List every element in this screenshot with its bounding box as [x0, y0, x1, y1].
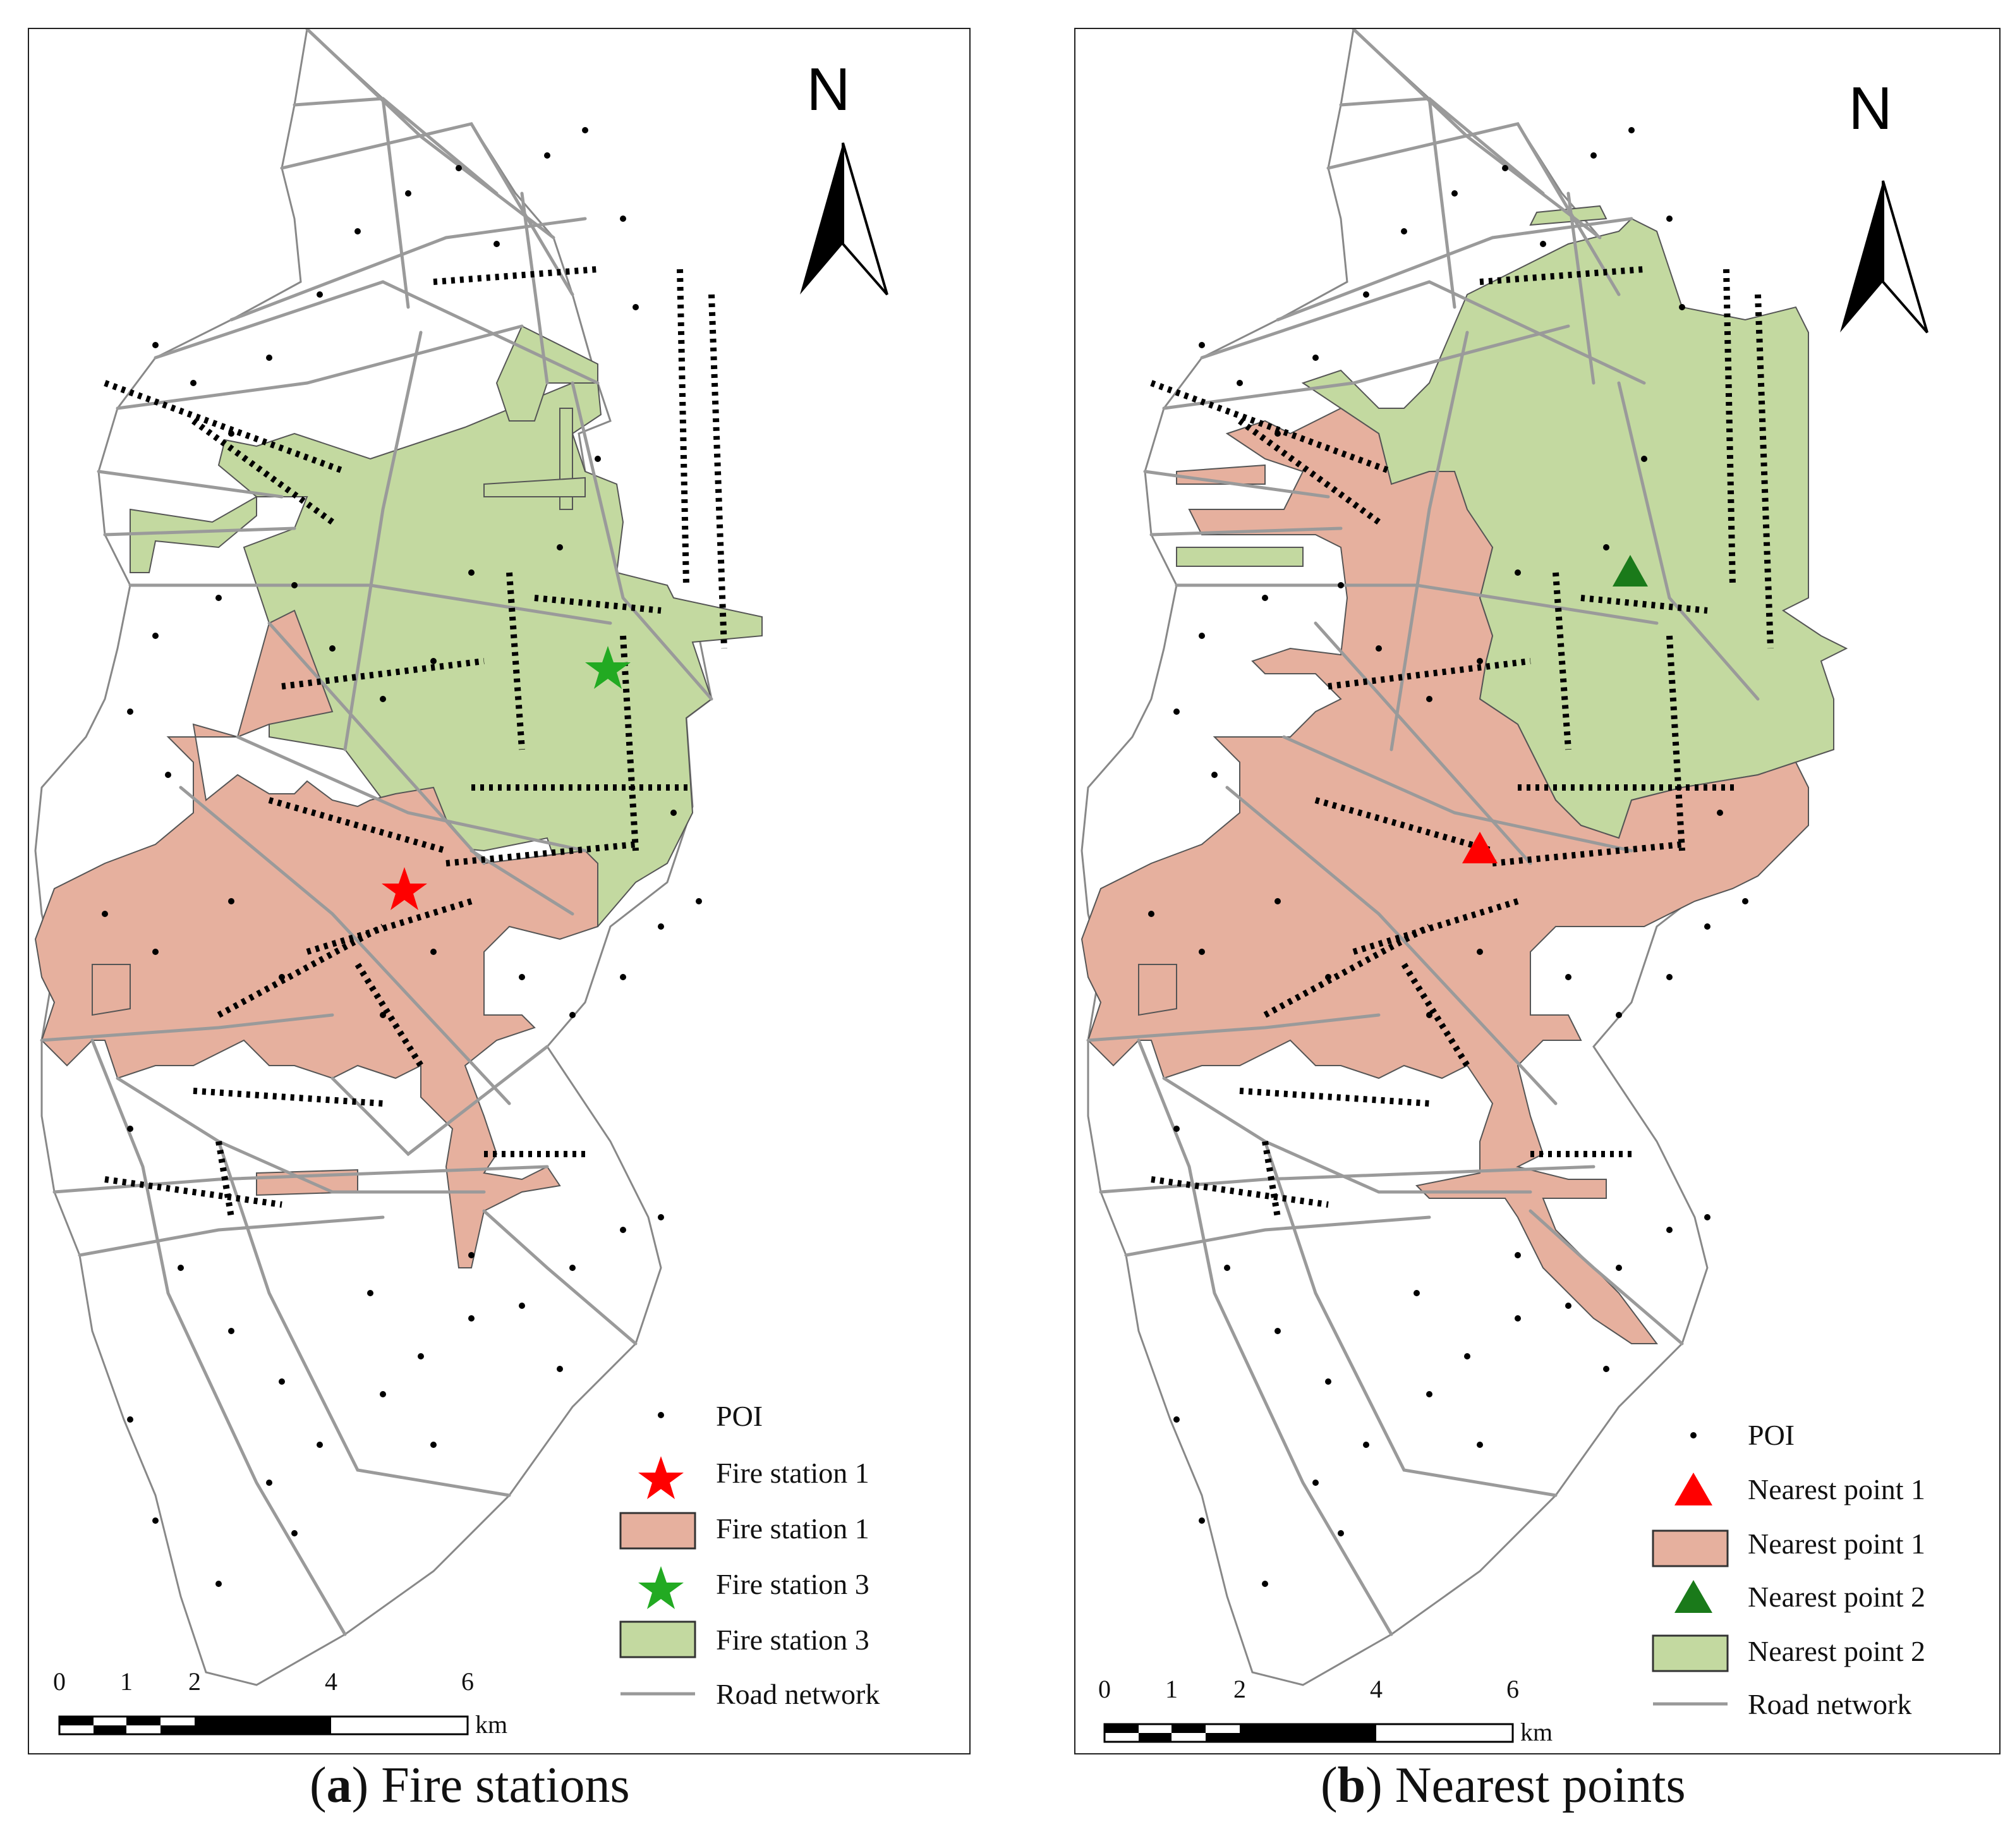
- svg-text:0: 0: [1098, 1675, 1111, 1703]
- svg-text:0: 0: [53, 1667, 66, 1696]
- north-arrow: N: [1840, 75, 1928, 334]
- legend-fire-station-3-area: [619, 1620, 696, 1658]
- svg-text:km: km: [475, 1710, 507, 1739]
- map-legend: POI Fire station 1 Fire station 1 Fire s…: [619, 1400, 880, 1710]
- caption-letter: b: [1337, 1758, 1366, 1813]
- svg-text:6: 6: [1506, 1675, 1519, 1703]
- legend-poi-dot: [1690, 1432, 1697, 1438]
- service-area-nearest-point-1: [1081, 407, 1809, 1344]
- scale-bar: 0 1 2 4 6 km: [53, 1667, 507, 1739]
- caption-text: Fire stations: [381, 1758, 630, 1813]
- map-canvas-a: N POI Fire station 1 Fire station 1 Fire…: [34, 29, 888, 1739]
- service-area-fire-station-1: [34, 609, 598, 1268]
- poi-points: [1148, 127, 1774, 1587]
- svg-text:4: 4: [1370, 1675, 1383, 1703]
- legend-fire-station-1-area: [619, 1512, 696, 1550]
- svg-text:N: N: [1848, 75, 1892, 142]
- svg-text:4: 4: [325, 1667, 337, 1696]
- map-panel-fire-stations: N POI Fire station 1 Fire station 1 Fire…: [28, 28, 971, 1754]
- svg-text:Fire station 1: Fire station 1: [716, 1457, 869, 1489]
- svg-text:Road network: Road network: [716, 1678, 880, 1710]
- legend-nearest-point-2-triangle: [1674, 1580, 1712, 1613]
- north-arrow: N: [800, 56, 888, 296]
- nearest-point-1-marker[interactable]: [1462, 832, 1498, 863]
- service-area-nearest-point-1-corridor: [1138, 964, 1177, 1016]
- svg-text:Fire station 3: Fire station 3: [716, 1568, 869, 1600]
- svg-text:POI: POI: [716, 1400, 763, 1432]
- caption-nearest-points: (b) Nearest points: [1321, 1758, 1686, 1813]
- legend-fire-station-3-star: [638, 1566, 684, 1609]
- service-area-fire-station-3-corridor: [483, 477, 586, 497]
- svg-text:Nearest point 2: Nearest point 2: [1748, 1635, 1925, 1667]
- caption-fire-stations: (a) Fire stations: [310, 1758, 630, 1813]
- fire-station-3-marker[interactable]: [585, 646, 631, 689]
- svg-text:6: 6: [461, 1667, 474, 1696]
- svg-text:Nearest point 2: Nearest point 2: [1748, 1581, 1925, 1613]
- service-area-fire-station-3-corridor: [130, 495, 257, 573]
- map-panel-nearest-points: N POI Nearest point 1 Nearest point 1 Ne…: [1074, 28, 2001, 1754]
- legend-nearest-point-2-area: [1652, 1634, 1729, 1672]
- caption-letter: a: [326, 1758, 352, 1813]
- legend-nearest-point-1-area: [1652, 1529, 1729, 1567]
- map-canvas-b: N POI Nearest point 1 Nearest point 1 Ne…: [1081, 29, 1928, 1746]
- svg-text:1: 1: [1165, 1675, 1178, 1703]
- caption-text: Nearest points: [1395, 1758, 1686, 1813]
- svg-text:1: 1: [120, 1667, 133, 1696]
- svg-text:POI: POI: [1748, 1419, 1795, 1451]
- svg-text:2: 2: [188, 1667, 201, 1696]
- service-area-nearest-point-2-corridor: [1176, 547, 1304, 567]
- svg-text:Fire station 3: Fire station 3: [716, 1624, 869, 1656]
- legend-nearest-point-1-triangle: [1674, 1473, 1712, 1505]
- svg-text:Fire station 1: Fire station 1: [716, 1512, 869, 1545]
- svg-text:2: 2: [1233, 1675, 1246, 1703]
- road-network: [1086, 29, 1760, 1636]
- poi-points: [102, 127, 727, 1587]
- scale-bar: 0 1 2 4 6 km: [1098, 1675, 1553, 1746]
- svg-text:N: N: [806, 56, 850, 123]
- service-area-fire-station-3: [217, 382, 763, 928]
- svg-text:Nearest point 1: Nearest point 1: [1748, 1528, 1925, 1560]
- svg-text:km: km: [1520, 1718, 1553, 1746]
- map-legend: POI Nearest point 1 Nearest point 1 Near…: [1652, 1419, 1925, 1720]
- service-area-fire-station-1-corridor: [92, 964, 131, 1016]
- svg-text:Road network: Road network: [1748, 1688, 1911, 1720]
- legend-poi-dot: [658, 1412, 664, 1418]
- fire-station-1-marker[interactable]: [382, 867, 427, 910]
- nearest-point-2-marker[interactable]: [1613, 555, 1648, 587]
- legend-fire-station-1-star: [638, 1456, 684, 1499]
- svg-text:Nearest point 1: Nearest point 1: [1748, 1473, 1925, 1505]
- road-network: [40, 29, 713, 1636]
